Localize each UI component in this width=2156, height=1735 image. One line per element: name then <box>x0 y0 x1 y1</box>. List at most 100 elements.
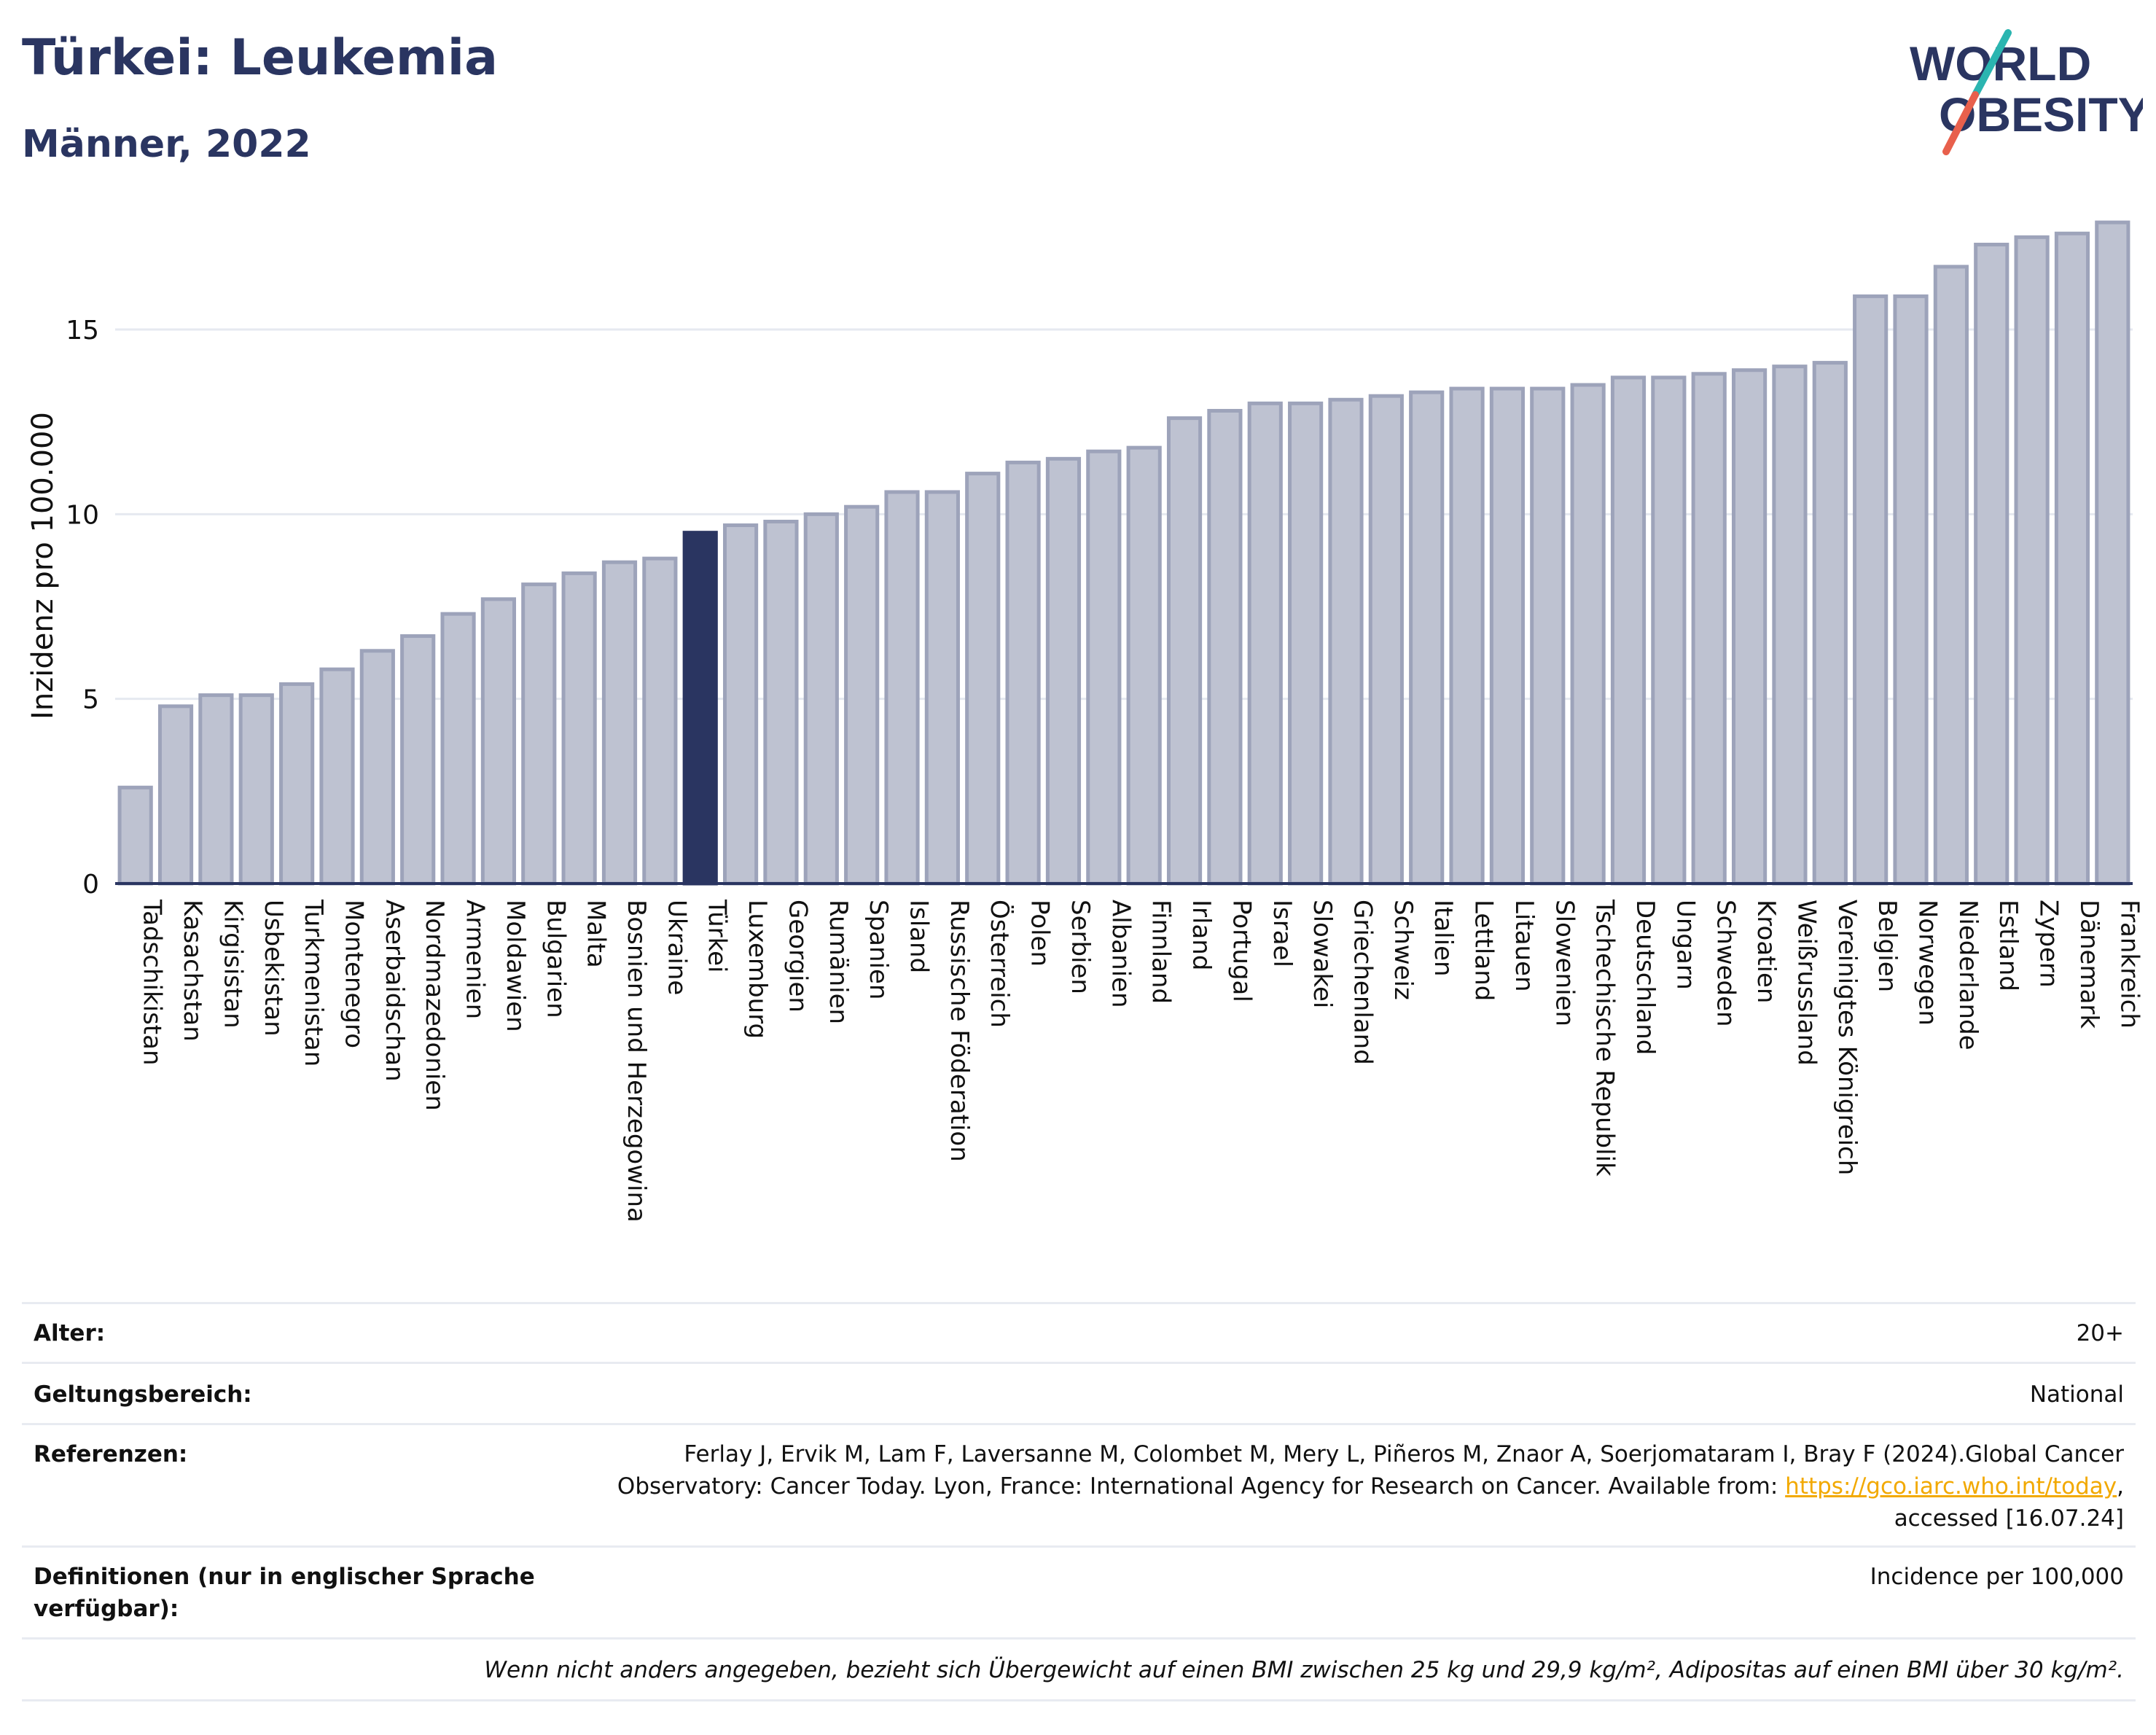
x-tick-label: Irland <box>1187 900 1216 970</box>
bar-deutschland <box>1610 375 1647 886</box>
bar-italien <box>1409 390 1445 886</box>
x-tick-label: Italien <box>1429 900 1458 977</box>
x-tick-label: Serbien <box>1066 900 1095 994</box>
x-tick-label: Tschechische Republik <box>1590 899 1620 1177</box>
x-tick-label: Israel <box>1268 900 1297 967</box>
page-title: Türkei: Leukemia <box>22 29 498 87</box>
bar-polen <box>1005 460 1041 886</box>
bar-armenien <box>440 612 476 886</box>
x-tick-label: Schweiz <box>1388 900 1418 1000</box>
bar-irland <box>1166 416 1203 886</box>
bar-slowenien <box>1530 386 1566 886</box>
x-tick-label: Ukraine <box>662 900 691 995</box>
scope-value: National <box>2029 1381 2124 1408</box>
scope-label: Geltungsbereich: <box>34 1381 252 1408</box>
world-obesity-logo: WORLD OBESITY <box>1910 29 2143 155</box>
definitions-value: Incidence per 100,000 <box>1870 1564 2124 1590</box>
x-tick-label: Litauen <box>1509 900 1539 992</box>
references-link[interactable]: https://gco.iarc.who.int/today <box>1785 1473 2117 1500</box>
bar-aserbaidschan <box>359 649 395 886</box>
x-tick-label: Georgien <box>783 900 812 1013</box>
info-row-references: Referenzen: Ferlay J, Ervik M, Lam F, La… <box>22 1423 2136 1548</box>
references-line-2-text: Observatory: Cancer Today. Lyon, France:… <box>617 1473 1786 1500</box>
x-tick-label: Tadschikistan <box>138 899 167 1066</box>
bar-slowakei <box>1288 401 1324 886</box>
bar-georgien <box>763 519 799 886</box>
x-tick-label: Niederlande <box>1953 900 1983 1050</box>
bar-portugal <box>1207 408 1243 886</box>
x-tick-label: Malta <box>582 900 611 968</box>
x-tick-label: Frankreich <box>2114 900 2144 1029</box>
x-tick-label: Österreich <box>985 900 1015 1028</box>
bar-tschechische-republik <box>1570 383 1606 886</box>
bar-israel <box>1247 401 1283 886</box>
x-tick-label: Polen <box>1026 900 1055 967</box>
bar-lettland <box>1449 386 1485 886</box>
x-tick-label: Nordmazedonien <box>420 900 449 1111</box>
bar-luxemburg <box>722 523 759 886</box>
x-tick-label: Kasachstan <box>178 900 207 1042</box>
x-tick-label: Armenien <box>461 900 490 1019</box>
bar-belgien <box>1853 294 1889 886</box>
logo-slash-red <box>1942 91 1979 155</box>
y-tick-label: 10 <box>66 500 99 530</box>
x-tick-label: Slowakei <box>1308 900 1337 1008</box>
bar-norwegen <box>1893 294 1929 886</box>
x-tick-label: Deutschland <box>1630 900 1660 1055</box>
x-tick-label: Ungarn <box>1671 900 1700 990</box>
x-tick-label: Luxemburg <box>743 900 772 1039</box>
references-line-1: Ferlay J, Ervik M, Lam F, Laversanne M, … <box>684 1441 2124 1467</box>
x-tick-label: Dänemark <box>2074 900 2104 1029</box>
bar-bosnien-und-herzegowina <box>601 560 638 886</box>
bar-türkei <box>682 531 718 886</box>
footnote: Wenn nicht anders angegeben, bezieht sic… <box>484 1657 2124 1683</box>
bar-malta <box>561 571 597 886</box>
x-tick-label: Albanien <box>1106 900 1135 1008</box>
x-tick-label: Turkmenistan <box>299 899 328 1067</box>
x-tick-label: Türkei <box>703 899 732 972</box>
x-tick-label: Kroatien <box>1751 900 1781 1003</box>
x-tick-label: Aserbaidschan <box>380 900 409 1082</box>
bar-turkmenistan <box>279 682 315 886</box>
y-tick-label: 15 <box>66 316 99 346</box>
bar-nordmazedonien <box>400 634 436 886</box>
x-tick-label: Bosnien und Herzegowina <box>622 900 651 1223</box>
info-row-scope: Geltungsbereich: National <box>22 1362 2136 1425</box>
bar-albanien <box>1086 449 1122 886</box>
x-tick-label: Bulgarien <box>541 900 570 1018</box>
x-tick-label: Rumänien <box>824 900 853 1024</box>
bar-kroatien <box>1731 368 1768 886</box>
bar-ungarn <box>1651 375 1687 886</box>
x-tick-label: Zypern <box>2034 900 2063 988</box>
bar-zypern <box>2014 235 2050 886</box>
bar-schweden <box>1691 372 1727 886</box>
bar-russische-föderation <box>924 490 960 886</box>
bar-chart: 0 5 10 15 Inzidenz pro 100.000 Tadschikistan K… <box>26 220 2144 1223</box>
bar-schweiz <box>1368 394 1404 886</box>
references-line-2-end: , <box>2117 1473 2124 1500</box>
references-line-2: Observatory: Cancer Today. Lyon, France:… <box>617 1470 2124 1502</box>
x-tick-label: Kirgisistan <box>218 900 247 1029</box>
references-line-3: accessed [16.07.24] <box>1894 1505 2124 1532</box>
bar-estland <box>1974 242 2009 886</box>
x-tick-label: Spanien <box>864 900 893 999</box>
bar-finnland <box>1126 445 1162 886</box>
x-tick-label: Belgien <box>1872 900 1902 992</box>
definitions-label-line-1: Definitionen (nur in englischer Sprache <box>34 1564 535 1590</box>
bar-griechenland <box>1328 397 1364 886</box>
bar-litauen <box>1489 386 1526 886</box>
bar-tadschikistan <box>117 785 153 886</box>
x-tick-label: Montenegro <box>339 900 368 1048</box>
bar-österreich <box>965 472 1001 886</box>
bar-weißrussland <box>1772 364 1808 886</box>
x-tick-label: Schweden <box>1711 900 1741 1027</box>
definitions-label-line-2: verfügbar): <box>34 1596 179 1622</box>
definitions-label: Definitionen (nur in englischer Sprache … <box>34 1561 535 1625</box>
bar-moldawien <box>480 597 517 886</box>
y-tick-label: 5 <box>82 685 99 715</box>
bar-vereinigtes-königreich <box>1812 361 1848 886</box>
info-row-definitions: Definitionen (nur in englischer Sprache … <box>22 1545 2136 1640</box>
logo-slash-teal <box>1972 29 2012 98</box>
bar-frankreich <box>2095 220 2130 886</box>
bar-ukraine <box>642 556 678 886</box>
